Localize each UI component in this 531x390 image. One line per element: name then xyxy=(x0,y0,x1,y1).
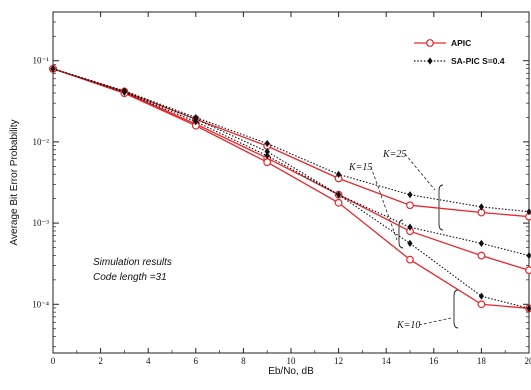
data-point-sapic xyxy=(264,148,270,156)
series-line xyxy=(52,68,530,271)
curve-bracket xyxy=(453,289,459,329)
data-point-apic xyxy=(263,158,272,167)
data-point-sapic xyxy=(193,118,199,126)
curve-bracket xyxy=(438,184,444,231)
note-simulation-results: Simulation results xyxy=(93,257,172,268)
data-point-apic xyxy=(406,201,414,210)
x-tick-label: 16 xyxy=(429,356,439,366)
curve-group-pointer xyxy=(370,166,398,241)
y-axis-label: Average Bit Error Probability xyxy=(9,120,20,246)
data-point-sapic xyxy=(264,139,270,148)
data-point-sapic xyxy=(121,88,127,96)
series-line xyxy=(52,68,530,309)
y-tick-label: 10⁻⁴ xyxy=(32,299,49,309)
annotation-group: Simulation results Code length =31 K=15 K=2… xyxy=(93,149,459,331)
legend-label: APIC xyxy=(451,38,471,48)
curve-group-label: K=10 xyxy=(396,320,420,331)
data-point-sapic xyxy=(478,292,484,300)
x-tick-label: 20 xyxy=(525,356,531,366)
data-point-sapic xyxy=(336,170,342,178)
data-point-sapic xyxy=(526,251,531,260)
data-point-sapic xyxy=(407,191,413,199)
legend-label: SA-PIC S=0.4 xyxy=(451,56,505,66)
data-point-sapic xyxy=(526,304,531,312)
series-line xyxy=(52,68,530,309)
x-axis-label: Eb/No, dB xyxy=(268,366,314,377)
x-tick-label: 6 xyxy=(194,356,199,366)
data-point-sapic xyxy=(264,152,270,160)
series-line xyxy=(52,68,530,257)
note-code-length: Code length =31 xyxy=(93,272,167,283)
data-point-apic xyxy=(334,198,343,207)
y-tick-label: 10⁻³ xyxy=(33,218,50,228)
x-tick-label: 14 xyxy=(382,356,392,366)
series-line xyxy=(52,68,530,218)
x-tick-label: 4 xyxy=(146,356,151,366)
curve-group-label: K=25 xyxy=(382,149,406,160)
x-tick-label: 0 xyxy=(51,356,56,366)
x-tick-label: 18 xyxy=(477,356,487,366)
curves-group xyxy=(49,64,531,313)
axes-group: 0 2 4 6 8 10 12 14 16 18 20 10⁻¹ 10⁻² 10⁻³ 10⁻⁴ Eb/No, … xyxy=(9,11,531,377)
data-point-sapic xyxy=(407,239,413,247)
legend-marker xyxy=(427,57,433,65)
legend: APIC SA-PIC S=0.4 xyxy=(407,30,523,70)
curve-bracket xyxy=(398,219,404,249)
data-point-apic xyxy=(525,266,531,275)
data-point-sapic xyxy=(526,208,531,216)
curve-group-label: K=15 xyxy=(348,162,372,173)
data-point-sapic xyxy=(407,223,413,231)
x-tick-label: 12 xyxy=(334,356,343,366)
data-point-apic xyxy=(477,251,486,260)
x-tick-label: 8 xyxy=(241,356,246,366)
curve-group-pointer xyxy=(418,317,452,326)
y-tick-label: 10⁻¹ xyxy=(33,56,50,66)
data-point-apic xyxy=(477,300,486,309)
series-line xyxy=(52,68,530,213)
data-point-sapic xyxy=(336,191,342,199)
y-tick-label: 10⁻² xyxy=(33,137,50,147)
data-point-sapic xyxy=(478,203,484,211)
curve-group-pointer xyxy=(404,153,436,191)
x-tick-label: 10 xyxy=(287,356,297,366)
data-point-sapic xyxy=(50,65,56,73)
legend-background xyxy=(407,30,523,70)
legend-marker xyxy=(426,39,434,47)
data-point-sapic xyxy=(478,239,484,247)
x-tick-label: 2 xyxy=(98,356,103,366)
data-point-apic xyxy=(406,255,414,264)
